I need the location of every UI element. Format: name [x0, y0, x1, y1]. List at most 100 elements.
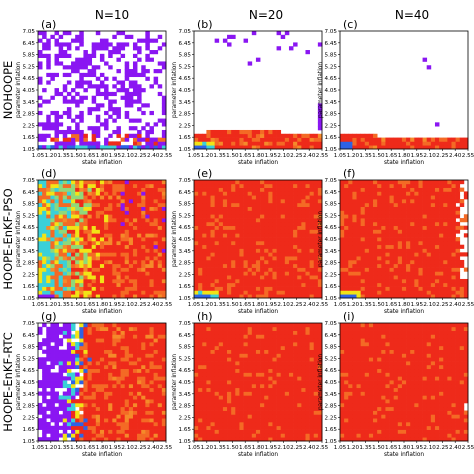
heatmap-cell: [153, 342, 159, 347]
heatmap-cell: [116, 380, 121, 385]
heatmap-cell: [99, 256, 105, 261]
heatmap-cell: [157, 183, 163, 188]
heatmap-cell: [54, 137, 59, 142]
heatmap-cell: [38, 187, 43, 192]
heatmap-cell: [202, 263, 207, 268]
heatmap-cell: [222, 129, 228, 135]
heatmap-cell: [124, 91, 130, 97]
heatmap-cell: [145, 290, 150, 295]
heatmap-cell: [116, 361, 121, 366]
heatmap-cell: [66, 267, 72, 272]
heatmap-cell: [161, 342, 167, 347]
heatmap-cell: [124, 206, 130, 211]
heatmap-cell: [153, 218, 159, 223]
heatmap-cell: [401, 282, 407, 287]
heatmap-cell: [75, 259, 80, 265]
heatmap-cell: [284, 187, 290, 192]
heatmap-cell: [99, 425, 105, 430]
heatmap-cell: [360, 240, 366, 246]
heatmap-cell: [137, 357, 142, 362]
heatmap-cell: [42, 183, 47, 188]
heatmap-cell: [447, 248, 452, 253]
heatmap-cell: [276, 221, 282, 227]
heatmap-cell: [104, 210, 109, 215]
heatmap-cell: [455, 199, 461, 204]
heatmap-cell: [348, 286, 353, 291]
heatmap-cell: [247, 187, 253, 192]
heatmap-cell: [112, 248, 117, 253]
heatmap-cell: [227, 282, 232, 287]
heatmap-cell: [447, 202, 452, 207]
heatmap-cell: [161, 195, 167, 200]
heatmap-cell: [227, 275, 232, 280]
heatmap-cell: [239, 429, 244, 434]
heatmap-cell: [128, 353, 134, 358]
heatmap-cell: [377, 137, 382, 142]
heatmap-cell: [443, 294, 448, 299]
heatmap-cell: [434, 259, 440, 265]
heatmap-cell: [231, 187, 236, 192]
heatmap-cell: [247, 282, 253, 287]
heatmap-cell: [377, 259, 382, 265]
heatmap-cell: [305, 248, 310, 253]
y-tick-label: 6.45: [23, 333, 36, 339]
heatmap-cell: [112, 402, 117, 408]
heatmap-cell: [95, 107, 101, 112]
heatmap-cell: [58, 183, 64, 188]
heatmap-cell: [381, 191, 386, 196]
heatmap-cell: [54, 42, 59, 47]
heatmap-cell: [344, 218, 349, 223]
heatmap-cell: [116, 410, 121, 415]
heatmap-cell: [71, 406, 76, 411]
heatmap-cell: [83, 437, 88, 442]
heatmap-cell: [58, 290, 64, 295]
heatmap-cell: [145, 141, 150, 146]
heatmap-cell: [455, 252, 461, 257]
heatmap-cell: [50, 372, 55, 377]
heatmap-cell: [344, 191, 349, 196]
heatmap-cell: [255, 275, 261, 280]
heatmap-cell: [157, 345, 163, 350]
heatmap-cell: [288, 275, 294, 280]
heatmap-cell: [218, 206, 224, 211]
heatmap-cell: [153, 376, 159, 381]
heatmap-cell: [439, 210, 444, 215]
heatmap-cell: [62, 294, 68, 299]
heatmap-cell: [227, 206, 232, 211]
heatmap-cell: [128, 263, 134, 268]
heatmap-cell: [58, 383, 64, 389]
heatmap-cell: [104, 61, 109, 66]
heatmap-cell: [120, 240, 126, 246]
heatmap-cell: [280, 425, 286, 430]
heatmap-cell: [50, 145, 55, 150]
heatmap-cell: [414, 180, 419, 185]
heatmap-cell: [401, 271, 407, 276]
heatmap-cell: [108, 380, 113, 385]
heatmap-cell: [58, 122, 64, 127]
heatmap-cell: [426, 290, 432, 295]
heatmap-cell: [71, 218, 76, 223]
heatmap-cell: [46, 437, 51, 442]
heatmap-cell: [214, 275, 220, 280]
heatmap-cell: [99, 252, 105, 257]
heatmap-cell: [214, 133, 220, 138]
heatmap-cell: [153, 433, 159, 438]
heatmap-cell: [439, 180, 444, 185]
heatmap-cell: [301, 429, 306, 434]
heatmap-cell: [364, 206, 370, 211]
x-tick-label: 1.35: [57, 445, 70, 451]
heatmap-cell: [95, 395, 101, 400]
heatmap-cell: [243, 187, 249, 192]
x-tick-label: 2.55: [462, 302, 474, 308]
heatmap-cell: [301, 282, 306, 287]
heatmap-cell: [463, 278, 469, 284]
heatmap-cell: [108, 414, 113, 419]
heatmap-cell: [463, 290, 469, 295]
heatmap-cell: [260, 437, 265, 442]
heatmap-cell: [305, 218, 310, 223]
heatmap-cell: [218, 195, 224, 200]
heatmap-cell: [83, 433, 88, 438]
heatmap-cell: [83, 334, 88, 339]
heatmap-cell: [406, 206, 411, 211]
heatmap-cell: [50, 286, 55, 291]
